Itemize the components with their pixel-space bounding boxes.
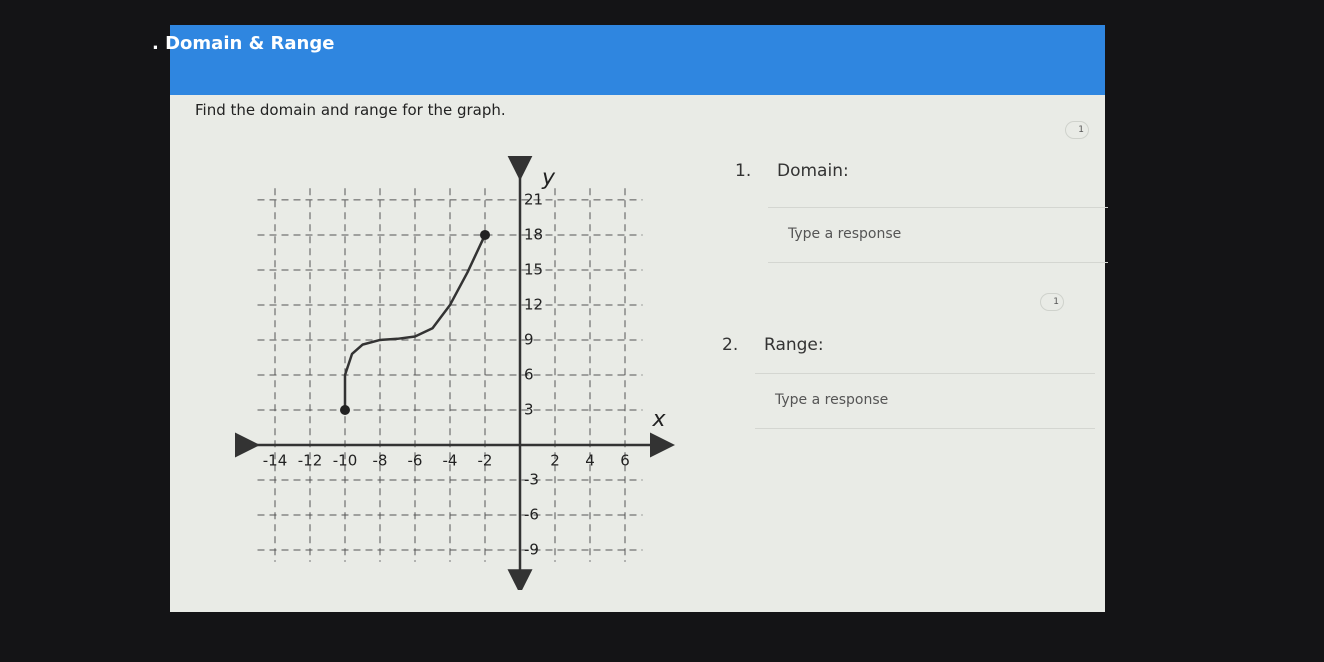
endpoint: [340, 404, 350, 415]
x-tick-label: -12: [298, 452, 323, 470]
x-tick-label: -4: [443, 452, 458, 470]
x-axis-label: x: [652, 407, 667, 432]
response-input[interactable]: Type a response: [755, 373, 1095, 429]
points-badge: 1: [1065, 121, 1089, 139]
question-text: Range:: [764, 335, 824, 355]
question-label: 1. Domain:: [735, 161, 849, 181]
y-axis-label: y: [541, 165, 556, 190]
prompt: Find the domain and range for the graph.: [195, 101, 506, 119]
points-badge: 1: [1040, 293, 1064, 311]
y-tick-label: 12: [524, 295, 543, 313]
x-tick-label: -8: [373, 452, 388, 470]
endpoint: [480, 229, 490, 240]
x-tick-label: -14: [263, 452, 288, 470]
y-tick-label: -3: [524, 471, 539, 489]
response-input[interactable]: Type a response: [768, 207, 1108, 263]
x-tick-label: 2: [550, 452, 560, 470]
y-tick-label: -9: [524, 541, 539, 559]
y-tick-label: 6: [524, 365, 534, 383]
y-tick-label: 3: [524, 400, 534, 418]
y-tick-label: -6: [524, 506, 539, 524]
y-tick-label: 18: [524, 225, 543, 243]
x-tick-label: -6: [408, 452, 423, 470]
question-label: 2. Range:: [722, 335, 824, 355]
question-card: . Domain & Range Find the domain and ran…: [152, 25, 1108, 612]
question-number: 2.: [722, 335, 739, 355]
y-tick-label: 15: [524, 260, 543, 278]
y-tick-label: 21: [524, 190, 543, 208]
y-tick-label: 9: [524, 330, 534, 348]
x-tick-label: 6: [620, 452, 630, 470]
header-bar: . Domain & Range: [152, 25, 1105, 95]
x-tick-label: -10: [333, 452, 358, 470]
graph: -14 -12 -10 -8 -6 -4 -2 2 4 6 -9 -6 -3 3 6 9 12 15 18 21 x y: [235, 155, 675, 590]
curve: [343, 234, 487, 410]
x-tick-label: -2: [478, 452, 493, 470]
question-text: Domain:: [777, 161, 849, 181]
question-number: 1.: [735, 161, 752, 181]
x-tick-label: 4: [585, 452, 595, 470]
header-title: . Domain & Range: [152, 33, 335, 54]
